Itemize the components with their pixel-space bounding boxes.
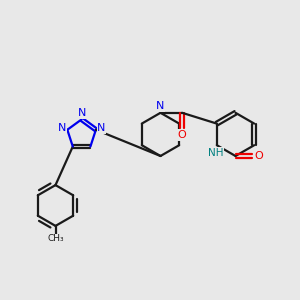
Text: O: O [178,130,187,140]
Text: CH₃: CH₃ [47,234,64,243]
Text: N: N [156,101,165,111]
Text: N: N [97,123,106,133]
Text: O: O [254,151,263,161]
Text: NH: NH [208,148,223,158]
Text: N: N [58,123,66,133]
Text: N: N [77,108,86,118]
